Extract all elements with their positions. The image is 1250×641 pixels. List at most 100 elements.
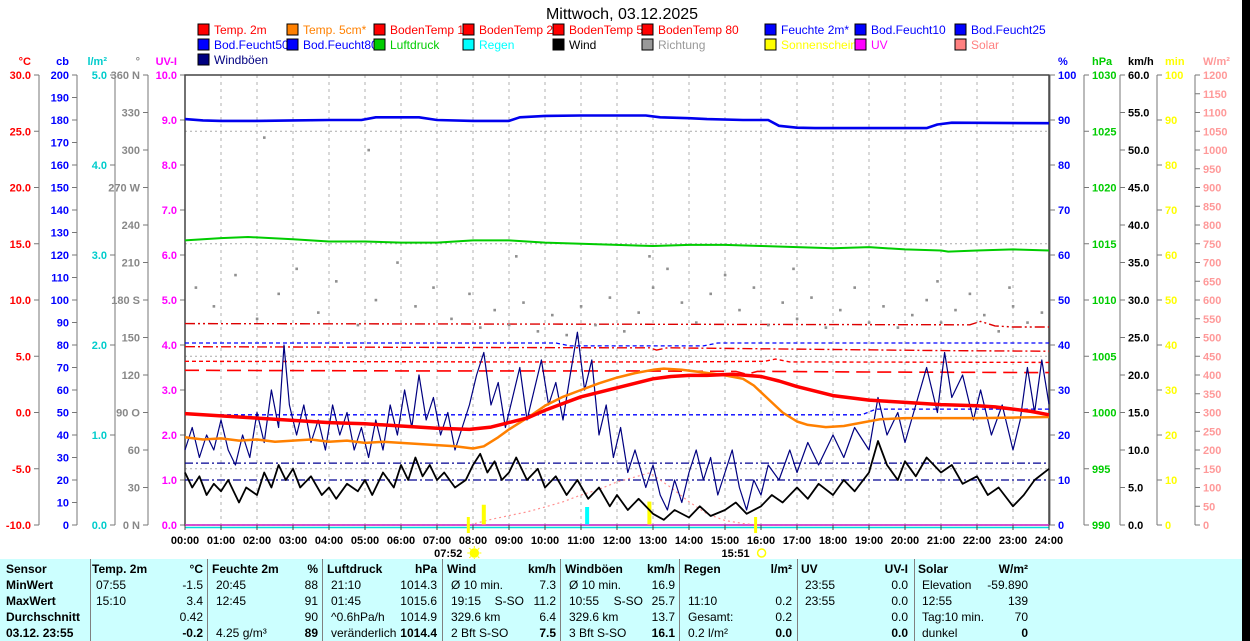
legend-label: Temp. 5cm* <box>303 23 367 37</box>
table-value-time: 329.6 km <box>451 610 501 624</box>
table-group-unit: km/h <box>646 562 675 576</box>
time-label: 09:00 <box>495 535 523 547</box>
table-row-label: 03.12. 23:55 <box>6 626 74 640</box>
axis-tick-label: 950 <box>1203 164 1221 176</box>
time-label: 13:00 <box>639 535 667 547</box>
sun-set-icon <box>756 548 767 558</box>
time-label: 21:00 <box>927 535 955 547</box>
axis-tick-label: 15.0 <box>10 239 31 251</box>
table-value: 0.42 <box>179 610 203 624</box>
table-group-unit: W/m² <box>998 562 1028 576</box>
legend-label: BodenTemp 50 <box>569 23 650 37</box>
axis-header-dir: ° <box>136 56 140 68</box>
sensor-summary-table: Sensor MinWert MaxWert Durchschnitt 03.12. 2… <box>0 559 1242 641</box>
axis-tick-label: 700 <box>1203 258 1221 270</box>
axis-tick-label: 4.0 <box>162 340 177 352</box>
axis-solarax: 1200115011001050100095090085080075070065… <box>1194 56 1230 532</box>
table-separator <box>914 559 915 641</box>
axis-tick-label: 70 <box>1165 205 1177 217</box>
axis-tick-label: 1.0 <box>92 430 107 442</box>
axis-tick-label: 10.0 <box>10 295 31 307</box>
axis-tick-label: 40.0 <box>1128 220 1149 232</box>
axis-tick-label: 5.0 <box>16 351 31 363</box>
table-value: -59.890 <box>987 578 1028 592</box>
axis-tick-label: 240 <box>122 220 140 232</box>
table-value-time: 23:55 <box>805 578 836 592</box>
axis-press: 1030 1025 1020 1015 1010 1005 1000 995 990 hPa <box>1083 56 1116 532</box>
axis-tick-label: 270 W <box>108 183 140 195</box>
time-label: 19:00 <box>855 535 883 547</box>
axis-tick-label: 1025 <box>1092 126 1116 138</box>
axis-tick-label: 50 <box>57 408 69 420</box>
axis-tick-label: 140 <box>51 205 69 217</box>
axis-tick-label: 2.0 <box>92 340 107 352</box>
legend-item: BodenTemp 50 <box>552 23 650 37</box>
axis-tick-label: 450 <box>1203 351 1221 363</box>
table-row-label: MaxWert <box>6 594 56 608</box>
axis-tick-label: 1030 <box>1092 70 1116 82</box>
axis-uv: 10.0 9.0 8.0 7.0 6.0 5.0 4.0 3.0 2.0 1.0 0.0 UV-I <box>156 56 186 532</box>
legend-label: Temp. 2m <box>214 23 267 37</box>
axis-tick-label: 200 <box>1203 445 1221 457</box>
table-value-time: 329.6 km <box>569 610 619 624</box>
table-value: 0.0 <box>891 594 908 608</box>
table-value: 1014.4 <box>400 626 437 640</box>
axis-tick-label: 30 <box>1058 385 1070 397</box>
axis-tick-label: 100 <box>1203 483 1221 495</box>
table-value: 11.2 <box>533 594 556 608</box>
table-value: 70 <box>1014 610 1028 624</box>
time-label: 14:00 <box>675 535 703 547</box>
table-value: 0.0 <box>891 578 908 592</box>
table-group-name: Wind <box>447 562 477 576</box>
axis-tick-label: 350 <box>1203 389 1221 401</box>
legend-item: Temp. 2m <box>197 23 267 37</box>
table-value-time: Ø 10 min. <box>569 578 622 592</box>
legend-label: BodenTemp 10 <box>390 23 471 37</box>
time-label: 20:00 <box>891 535 919 547</box>
axis-tick-label: 0.0 <box>162 520 177 532</box>
table-value: 91 <box>304 594 318 608</box>
axis-header-temp: °C <box>19 56 31 68</box>
legend-label: Sonnenschein <box>781 38 857 52</box>
time-label: 03:00 <box>279 535 307 547</box>
table-separator <box>322 559 323 641</box>
axis-tick-label: 90 <box>1058 115 1070 127</box>
series-sonnenschein <box>481 501 652 525</box>
time-label: 04:00 <box>315 535 343 547</box>
table-value-time: 21:10 <box>331 578 362 592</box>
axis-tick-label: 600 <box>1203 295 1221 307</box>
axis-tick-label: 20 <box>1058 430 1070 442</box>
time-axis: 00:00 01:00 02:00 03:00 04:00 05:00 06:00 07:00… <box>171 525 1063 547</box>
time-label: 11:00 <box>567 535 595 547</box>
table-value: 0 <box>1021 626 1028 640</box>
axis-tick-label: 120 <box>122 370 140 382</box>
table-group-unit: °C <box>189 562 203 576</box>
table-separator <box>90 559 91 641</box>
legend-item: Regen <box>462 38 514 52</box>
legend-item: Windböen <box>197 53 268 67</box>
legend-item: BodenTemp 80 <box>641 23 739 37</box>
axis-tick-label: 150 <box>1203 464 1221 476</box>
series-bodfeucht50 <box>185 408 1049 416</box>
axis-tick-label: 130 <box>51 228 69 240</box>
time-label: 18:00 <box>819 535 847 547</box>
table-value: 0.0 <box>891 626 908 640</box>
axis-tick-label: 40 <box>1165 340 1177 352</box>
table-value: 0.0 <box>891 610 908 624</box>
axis-tick-label: 190 <box>51 93 69 105</box>
axis-tick-label: 5.0 <box>162 295 177 307</box>
table-value-dir: S-SO <box>494 594 524 608</box>
table-value-time: veränderlich <box>331 626 397 640</box>
table-value-time: 12:55 <box>922 594 953 608</box>
axis-tick-label: 0.0 <box>1128 520 1143 532</box>
axis-tick-label: -10.0 <box>6 520 31 532</box>
legend: Temp. 2m Temp. 5cm* BodenTemp 10 BodenTemp … <box>197 23 1046 67</box>
axis-tick-label: 40 <box>57 430 69 442</box>
axis-tick-label: 80 <box>1058 160 1070 172</box>
time-label: 05:00 <box>351 535 379 547</box>
table-row-label: MinWert <box>6 578 54 592</box>
chart-title: Mittwoch, 03.12.2025 <box>545 6 699 23</box>
axis-header-windax: km/h <box>1128 56 1154 68</box>
time-label: 16:00 <box>747 535 775 547</box>
